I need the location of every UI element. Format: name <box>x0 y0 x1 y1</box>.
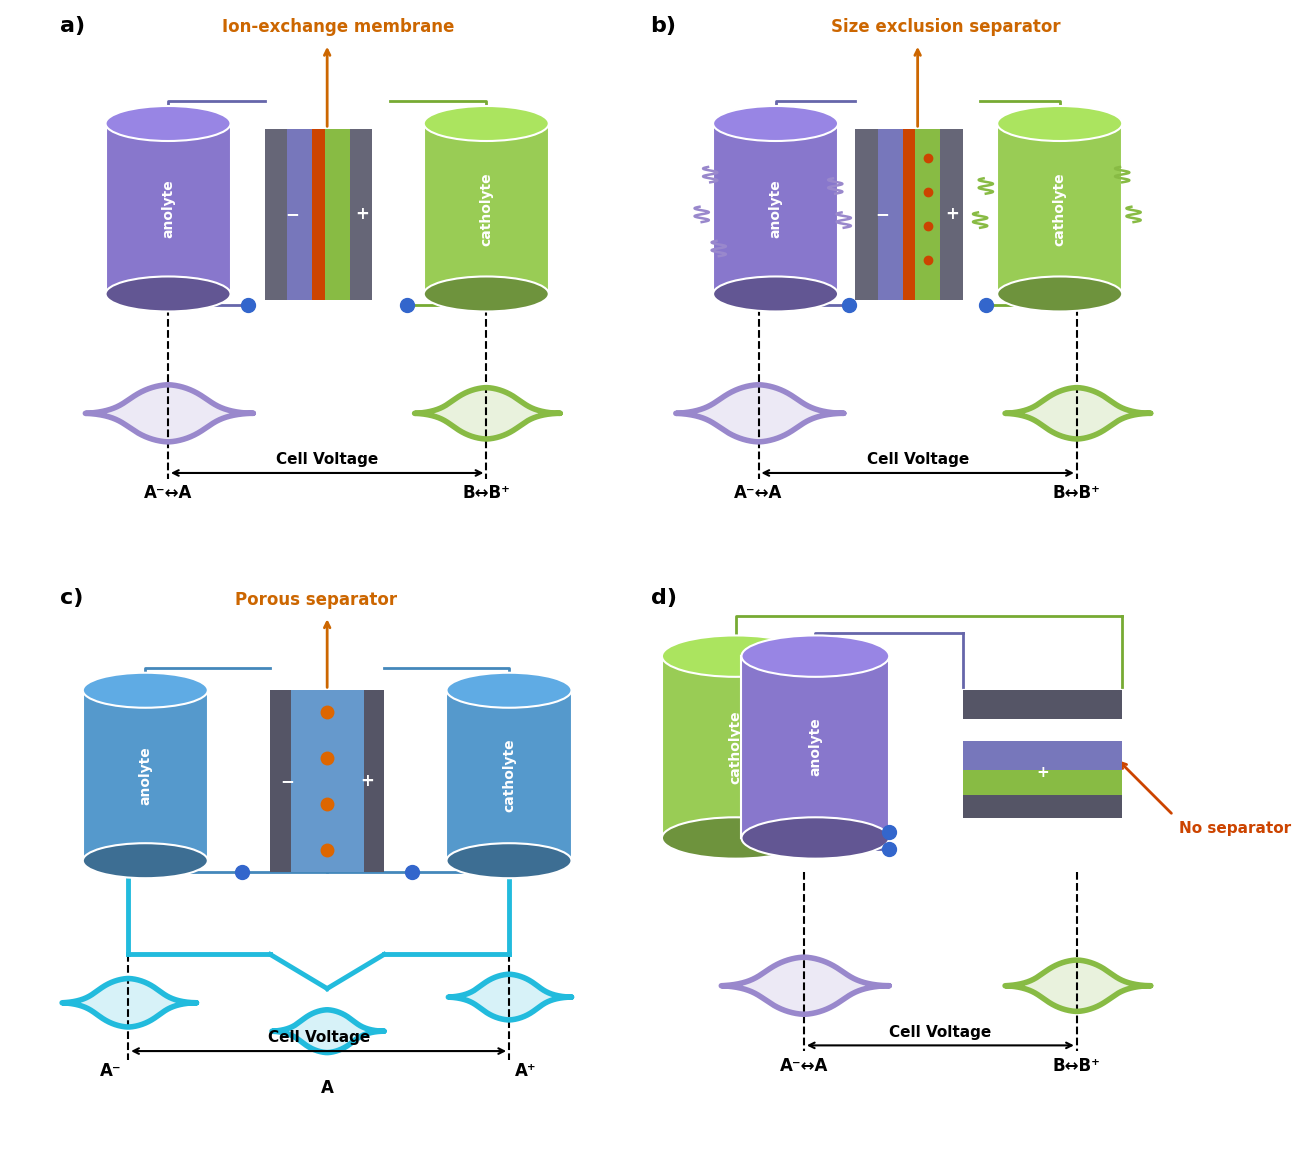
Bar <box>713 123 838 294</box>
Ellipse shape <box>713 106 838 141</box>
Text: −: − <box>286 206 299 223</box>
Polygon shape <box>85 385 253 442</box>
Bar <box>423 123 549 294</box>
Text: A: A <box>321 1079 333 1097</box>
Ellipse shape <box>83 843 208 878</box>
Text: catholyte: catholyte <box>502 739 517 812</box>
Text: Cell Voltage: Cell Voltage <box>277 453 379 468</box>
Bar <box>964 795 1122 818</box>
Text: +: + <box>945 206 960 223</box>
Text: +: + <box>355 206 370 223</box>
Bar <box>940 129 962 300</box>
Text: A⁺: A⁺ <box>515 1063 538 1080</box>
Ellipse shape <box>106 277 231 311</box>
Polygon shape <box>1006 961 1151 1011</box>
Ellipse shape <box>423 277 549 311</box>
Ellipse shape <box>742 817 889 858</box>
Ellipse shape <box>83 672 208 708</box>
Bar <box>265 129 287 300</box>
Text: B↔B⁺: B↔B⁺ <box>1053 485 1101 502</box>
Ellipse shape <box>742 635 889 677</box>
Bar <box>312 129 325 300</box>
Ellipse shape <box>662 635 810 677</box>
Text: A⁻↔A: A⁻↔A <box>780 1057 829 1074</box>
Ellipse shape <box>713 277 838 311</box>
Bar <box>855 129 877 300</box>
Text: a): a) <box>60 16 85 36</box>
Text: +: + <box>361 772 374 791</box>
Bar <box>662 656 810 838</box>
Text: A⁻: A⁻ <box>101 1063 122 1080</box>
Bar <box>964 770 1122 804</box>
Text: c): c) <box>60 588 84 608</box>
Bar <box>363 691 384 872</box>
Text: b): b) <box>650 16 676 36</box>
Bar <box>915 129 940 300</box>
Text: anolyte: anolyte <box>161 179 176 238</box>
Text: Cell Voltage: Cell Voltage <box>889 1025 991 1040</box>
Text: Size exclusion separator: Size exclusion separator <box>831 18 1061 37</box>
Text: B↔B⁺: B↔B⁺ <box>1053 1057 1101 1074</box>
Polygon shape <box>448 974 572 1020</box>
Text: anolyte: anolyte <box>139 746 152 804</box>
Text: A⁻↔A: A⁻↔A <box>734 485 783 502</box>
Bar <box>270 691 291 872</box>
Polygon shape <box>676 385 844 442</box>
Text: anolyte: anolyte <box>768 179 783 238</box>
Polygon shape <box>1006 387 1151 439</box>
Text: catholyte: catholyte <box>480 172 493 246</box>
Ellipse shape <box>423 106 549 141</box>
Bar <box>742 656 889 838</box>
Polygon shape <box>721 957 889 1015</box>
Bar <box>903 129 915 300</box>
Bar <box>106 123 231 294</box>
Bar <box>998 123 1122 294</box>
Text: catholyte: catholyte <box>729 710 743 784</box>
Ellipse shape <box>662 817 810 858</box>
Text: −: − <box>281 772 295 791</box>
Polygon shape <box>62 979 197 1027</box>
Text: No separator: No separator <box>1179 820 1291 836</box>
Ellipse shape <box>447 672 572 708</box>
Text: Cell Voltage: Cell Voltage <box>867 453 969 468</box>
Bar <box>270 691 384 872</box>
Ellipse shape <box>998 106 1122 141</box>
Bar <box>350 129 372 300</box>
Bar <box>877 129 903 300</box>
Text: −: − <box>876 206 890 223</box>
Text: d): d) <box>650 588 676 608</box>
Text: Porous separator: Porous separator <box>235 591 397 609</box>
Text: Cell Voltage: Cell Voltage <box>267 1031 370 1046</box>
Bar <box>83 691 208 861</box>
Text: anolyte: anolyte <box>809 718 822 777</box>
Ellipse shape <box>447 843 572 878</box>
Polygon shape <box>273 1010 384 1052</box>
Text: B↔B⁺: B↔B⁺ <box>463 485 510 502</box>
Bar <box>964 691 1122 718</box>
Text: A⁻↔A: A⁻↔A <box>144 485 193 502</box>
Ellipse shape <box>106 106 231 141</box>
Bar <box>325 129 350 300</box>
Text: −: − <box>1036 719 1049 734</box>
Bar <box>447 691 572 861</box>
Text: Ion-exchange membrane: Ion-exchange membrane <box>223 18 455 37</box>
Bar <box>287 129 312 300</box>
Bar <box>964 741 1122 776</box>
Text: +: + <box>1036 764 1049 779</box>
Polygon shape <box>414 387 560 439</box>
Text: catholyte: catholyte <box>1053 172 1067 246</box>
Ellipse shape <box>998 277 1122 311</box>
